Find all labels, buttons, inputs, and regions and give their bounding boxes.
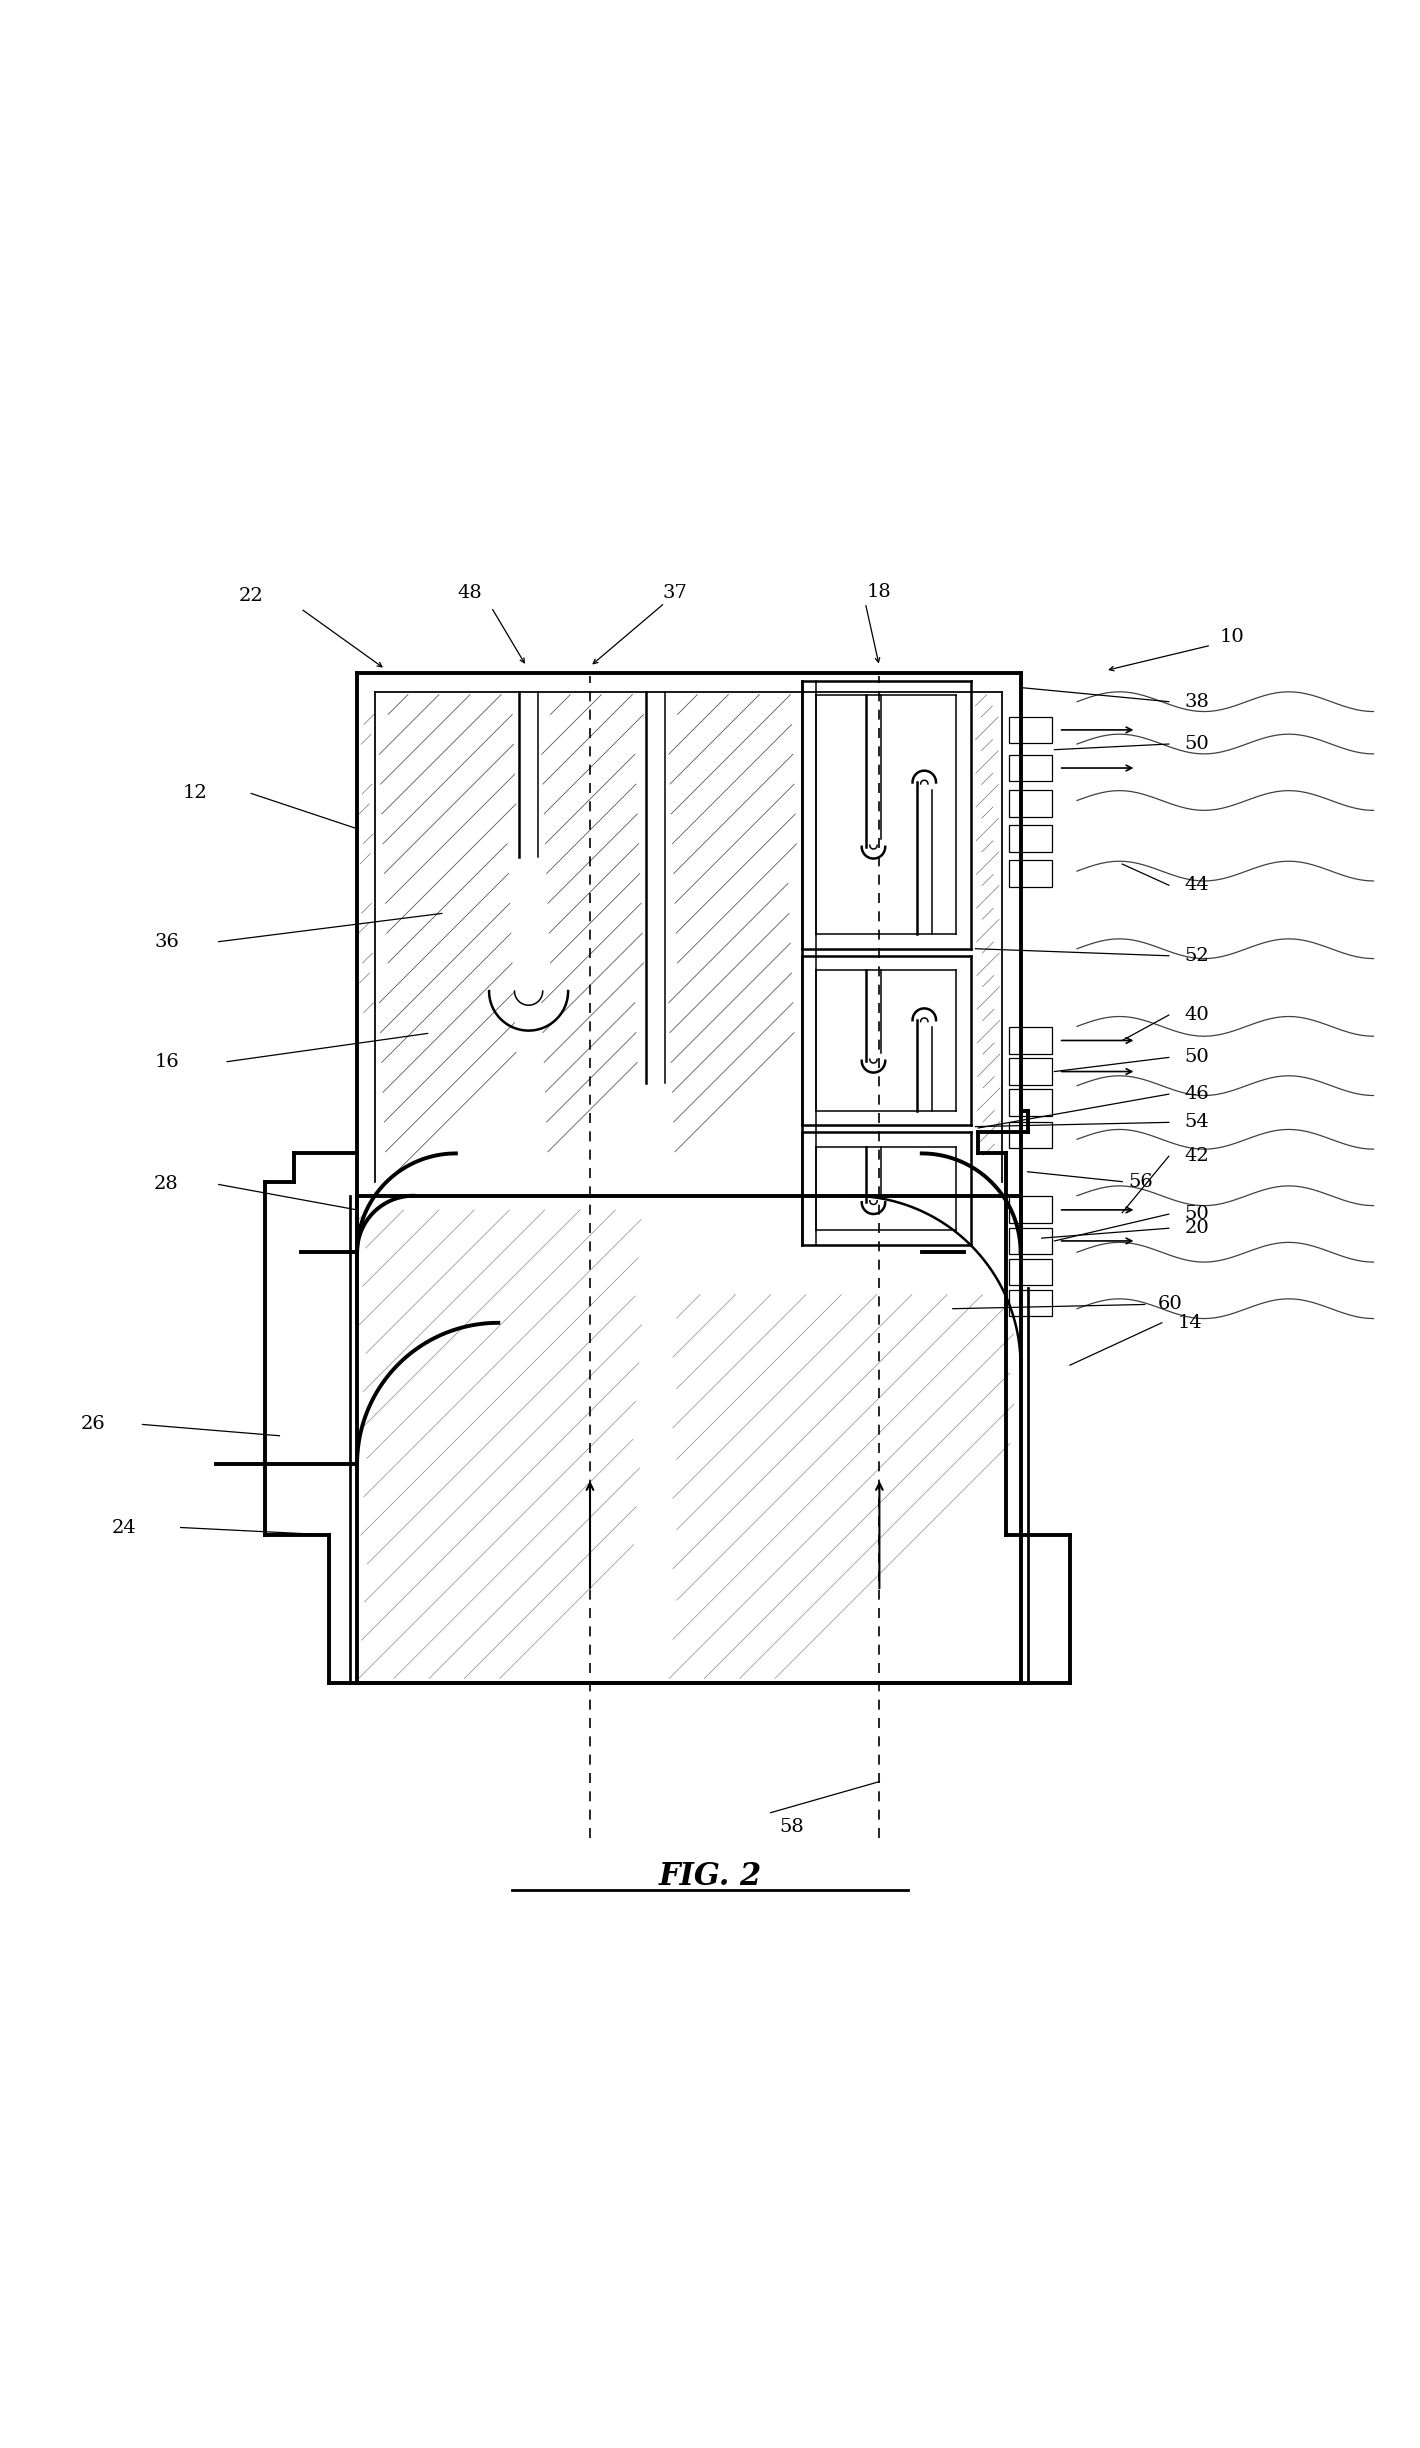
Text: 12: 12 <box>182 783 207 803</box>
FancyBboxPatch shape <box>1010 1226 1052 1253</box>
Text: 24: 24 <box>112 1518 136 1537</box>
Text: 50: 50 <box>1184 1204 1210 1224</box>
Text: 36: 36 <box>155 933 179 950</box>
FancyBboxPatch shape <box>1010 1290 1052 1317</box>
Text: 22: 22 <box>239 588 264 605</box>
Text: 56: 56 <box>1127 1173 1153 1190</box>
FancyBboxPatch shape <box>1010 825 1052 852</box>
FancyBboxPatch shape <box>1010 1121 1052 1148</box>
FancyBboxPatch shape <box>1010 862 1052 886</box>
Text: 10: 10 <box>1220 627 1245 646</box>
Text: 54: 54 <box>1184 1114 1210 1131</box>
Text: 14: 14 <box>1177 1315 1203 1332</box>
FancyBboxPatch shape <box>1010 1197 1052 1224</box>
Text: 16: 16 <box>155 1053 179 1070</box>
Text: 26: 26 <box>81 1415 105 1435</box>
FancyBboxPatch shape <box>1010 1089 1052 1116</box>
Text: 44: 44 <box>1184 876 1210 894</box>
Text: 42: 42 <box>1184 1148 1210 1165</box>
Text: 38: 38 <box>1184 693 1210 710</box>
Text: 52: 52 <box>1184 947 1210 965</box>
Text: 58: 58 <box>780 1819 804 1836</box>
Text: 40: 40 <box>1184 1006 1210 1023</box>
Text: 46: 46 <box>1184 1084 1210 1104</box>
Text: 48: 48 <box>457 585 483 602</box>
Text: 18: 18 <box>868 583 892 600</box>
Text: FIG. 2: FIG. 2 <box>659 1860 761 1892</box>
Text: 28: 28 <box>155 1175 179 1195</box>
Text: 37: 37 <box>662 585 687 602</box>
Text: 50: 50 <box>1184 734 1210 754</box>
FancyBboxPatch shape <box>1010 1028 1052 1055</box>
Text: 60: 60 <box>1157 1295 1183 1315</box>
FancyBboxPatch shape <box>1010 1258 1052 1285</box>
FancyBboxPatch shape <box>1010 1058 1052 1084</box>
FancyBboxPatch shape <box>1010 754 1052 781</box>
FancyBboxPatch shape <box>1010 717 1052 744</box>
FancyBboxPatch shape <box>1010 791 1052 818</box>
Text: 20: 20 <box>1184 1219 1210 1236</box>
Text: 50: 50 <box>1184 1048 1210 1067</box>
